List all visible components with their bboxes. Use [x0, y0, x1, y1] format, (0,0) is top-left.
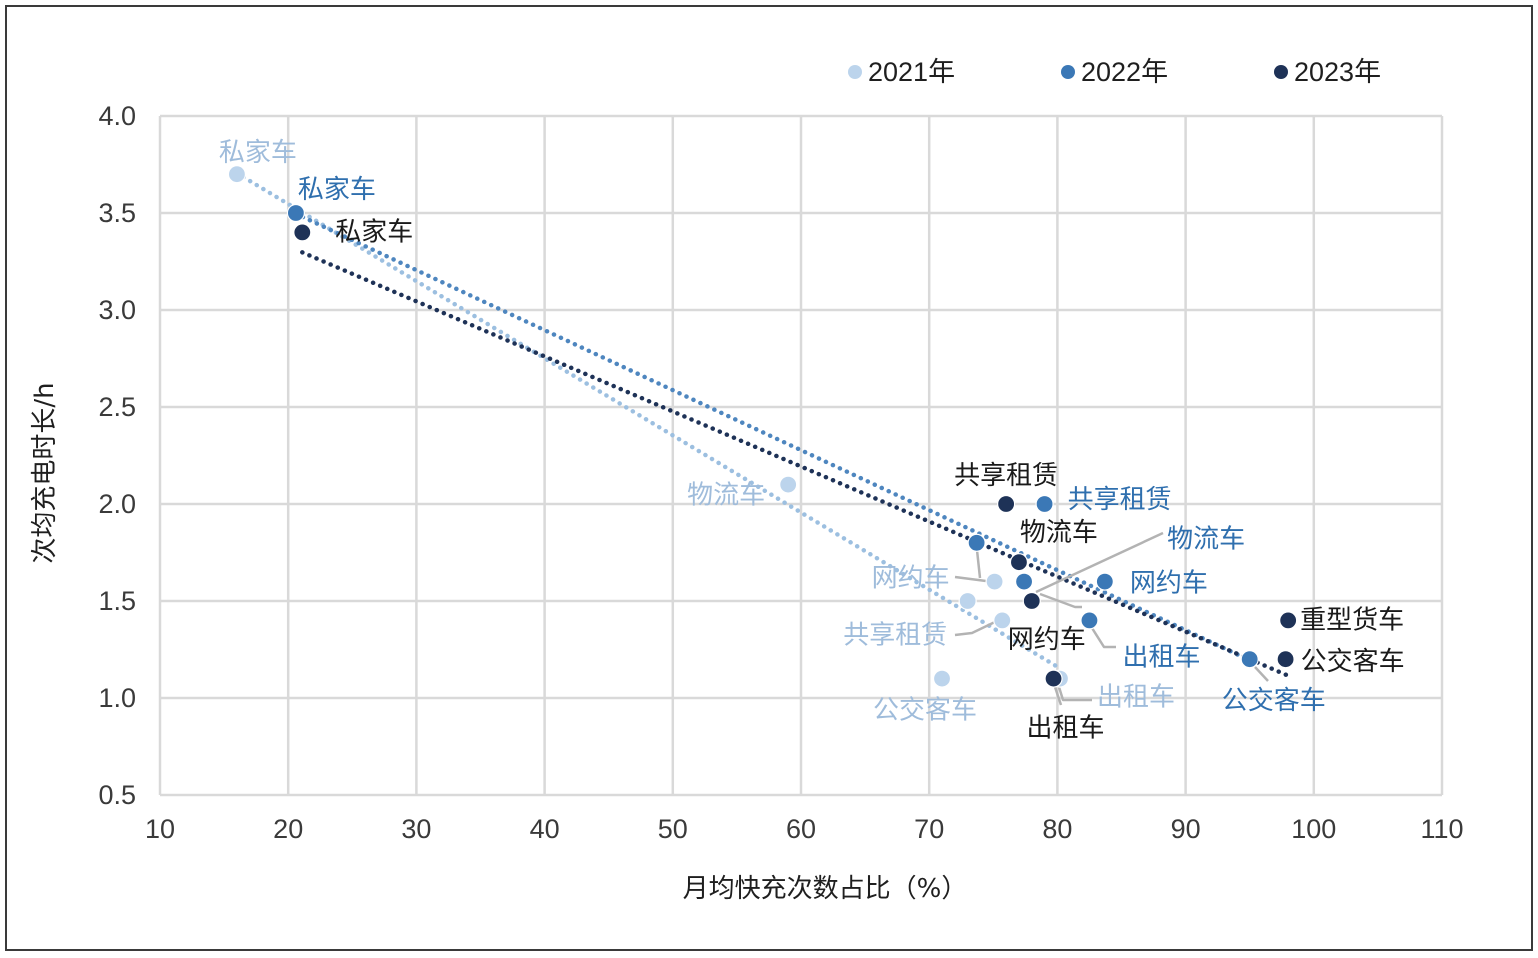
- data-points: [227, 165, 1298, 688]
- leader-line: [954, 575, 987, 583]
- data-point-series-0: [985, 572, 1004, 591]
- data-point-series-1: [1240, 650, 1259, 669]
- y-tick-label: 1.5: [98, 586, 136, 616]
- point-label: 共享租赁: [843, 620, 947, 650]
- leader-lines: [954, 531, 1269, 706]
- legend-marker: [1274, 65, 1288, 79]
- x-tick-label: 100: [1291, 814, 1336, 844]
- leader-line: [1090, 627, 1116, 649]
- gridlines: [158, 114, 1444, 797]
- data-point-series-2: [997, 494, 1016, 514]
- point-label: 物流车: [687, 481, 765, 511]
- x-tick-label: 20: [273, 814, 303, 844]
- y-tick-label: 1.0: [98, 683, 136, 713]
- point-label: 重型货车: [1300, 605, 1404, 635]
- x-tick-label: 40: [530, 814, 560, 844]
- x-tick-label: 50: [658, 814, 688, 844]
- legend-label: 2021年: [868, 57, 955, 87]
- y-tick-label: 4.0: [98, 101, 136, 131]
- data-point-series-2: [293, 223, 312, 242]
- point-label: 私家车: [335, 217, 413, 247]
- data-point-series-1: [286, 203, 305, 223]
- data-point-series-2: [1279, 611, 1298, 630]
- point-label: 私家车: [219, 138, 297, 168]
- point-label: 私家车: [298, 175, 376, 205]
- point-label: 公交客车: [873, 696, 977, 726]
- leader-line: [1254, 666, 1269, 682]
- data-point-series-2: [1009, 553, 1029, 572]
- chart-frame: [5, 5, 1533, 951]
- point-label: 公交客车: [1222, 686, 1326, 716]
- trendline-series-1: [293, 211, 1252, 663]
- legend-marker: [848, 65, 862, 79]
- data-point-series-1: [1095, 572, 1114, 591]
- point-label: 物流车: [1167, 525, 1245, 555]
- x-tick-label: 90: [1171, 814, 1201, 844]
- data-point-series-0: [958, 591, 977, 611]
- point-label: 公交客车: [1301, 647, 1405, 677]
- legend-marker: [1061, 65, 1075, 79]
- y-tick-label: 0.5: [98, 780, 136, 810]
- point-label: 物流车: [1020, 518, 1098, 548]
- point-label: 出租车: [1122, 642, 1200, 672]
- leader-line: [975, 549, 982, 579]
- data-point-series-0: [779, 475, 798, 494]
- x-tick-label: 110: [1420, 814, 1463, 844]
- point-label: 出租车: [1027, 714, 1105, 744]
- leader-line: [954, 619, 998, 637]
- point-label: 共享租赁: [1068, 485, 1172, 515]
- point-label: 出租车: [1097, 683, 1175, 713]
- legend-label: 2022年: [1081, 57, 1168, 87]
- data-point-series-1: [1080, 611, 1099, 630]
- data-point-series-2: [1276, 650, 1295, 669]
- x-tick-label: 60: [786, 814, 816, 844]
- x-tick-label: 10: [145, 814, 175, 844]
- data-point-series-0: [227, 165, 247, 184]
- data-point-series-1: [967, 533, 986, 552]
- tick-labels: 10 20 30 40 50 60 70 80 90 100 110 0.5 1.0 1.5 2.0 2.5 3…: [98, 101, 1463, 844]
- data-point-series-1: [1035, 494, 1054, 514]
- y-tick-label: 3.0: [98, 295, 136, 325]
- leader-line: [1035, 531, 1164, 594]
- x-tick-label: 70: [914, 814, 944, 844]
- y-tick-label: 2.0: [98, 489, 136, 519]
- legend: 2021年 2022年 2023年: [848, 57, 1381, 87]
- legend-label: 2023年: [1294, 57, 1381, 87]
- trendlines: [234, 170, 1291, 678]
- trendline-series-2: [300, 250, 1291, 678]
- data-point-series-1: [1014, 572, 1034, 591]
- point-label: 共享租赁: [954, 461, 1058, 491]
- data-point-series-0: [993, 611, 1012, 630]
- trendline-series-0: [234, 170, 1063, 671]
- y-tick-label: 2.5: [98, 392, 136, 422]
- x-tick-label: 80: [1042, 814, 1072, 844]
- leader-line: [1039, 592, 1082, 609]
- data-point-series-2: [1022, 591, 1041, 611]
- x-tick-label: 30: [401, 814, 431, 844]
- y-tick-label: 3.5: [98, 198, 136, 228]
- leader-line: [1053, 686, 1063, 706]
- point-label: 网约车: [1008, 625, 1086, 655]
- point-label: 网约车: [1130, 569, 1208, 599]
- data-point-series-0: [932, 669, 952, 688]
- point-label: 网约车: [872, 564, 950, 594]
- data-point-series-2: [1044, 669, 1063, 688]
- y-axis-title: 次均充电时长/h: [30, 382, 60, 563]
- x-axis-title: 月均快充次数占比（%）: [683, 874, 968, 904]
- leader-line: [1057, 686, 1092, 702]
